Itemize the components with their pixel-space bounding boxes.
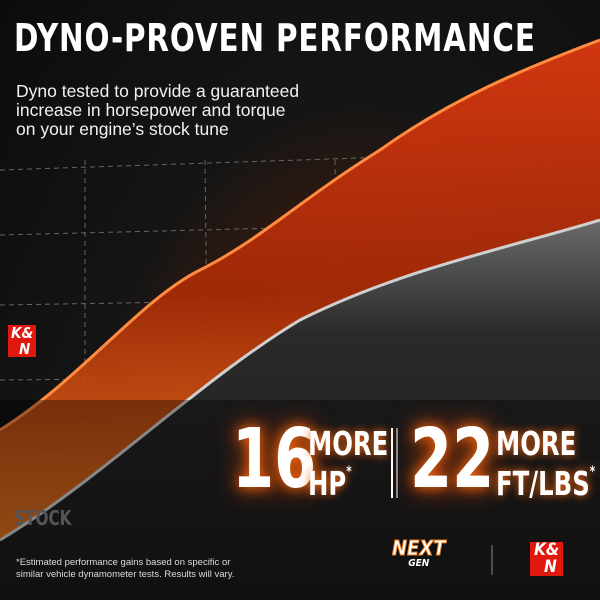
- stat-number: 22: [410, 412, 495, 507]
- stat-number: 16: [232, 412, 317, 507]
- stock-area: [0, 220, 600, 600]
- logo-line: N: [544, 557, 557, 577]
- description-line: increase in horsepower and torque: [16, 100, 286, 120]
- description-line: Dyno tested to provide a guaranteed: [16, 81, 300, 101]
- asterisk: *: [346, 464, 352, 480]
- asterisk: *: [589, 464, 596, 480]
- unit: HP: [308, 464, 347, 503]
- brand-logo: K& N: [530, 540, 564, 577]
- brand-tag-line: N: [19, 340, 31, 358]
- brand-tag: K& N: [8, 324, 37, 358]
- footnote: *Estimated performance gains based on sp…: [16, 557, 234, 581]
- tuned-curve: [0, 38, 600, 432]
- unit: FT/LBS: [496, 464, 590, 503]
- title: DYNO-PROVEN PERFORMANCE: [14, 16, 536, 60]
- stock-curve: [0, 218, 600, 542]
- stat-more: MORE: [496, 424, 577, 463]
- description-line: on your engine’s stock tune: [16, 119, 229, 139]
- stat-more: MORE: [308, 424, 389, 463]
- stat-unit: FT/LBS*: [496, 464, 595, 503]
- footnote-line: similar vehicle dynamometer tests. Resul…: [16, 569, 235, 580]
- footnote-line: *Estimated performance gains based on sp…: [16, 557, 231, 568]
- logo-line: NEXT: [392, 536, 447, 560]
- description: Dyno tested to provide a guaranteed incr…: [16, 82, 299, 139]
- shade: [0, 400, 600, 600]
- gain-band: [0, 40, 600, 540]
- brand-tag-line: K&: [11, 324, 34, 342]
- stat-unit: HP*: [308, 464, 352, 503]
- logo-line: GEN: [408, 558, 430, 569]
- next-gen-logo: NEXT GEN: [392, 536, 447, 572]
- logo-line: K&: [534, 540, 560, 560]
- stock-label: STOCK: [14, 506, 72, 530]
